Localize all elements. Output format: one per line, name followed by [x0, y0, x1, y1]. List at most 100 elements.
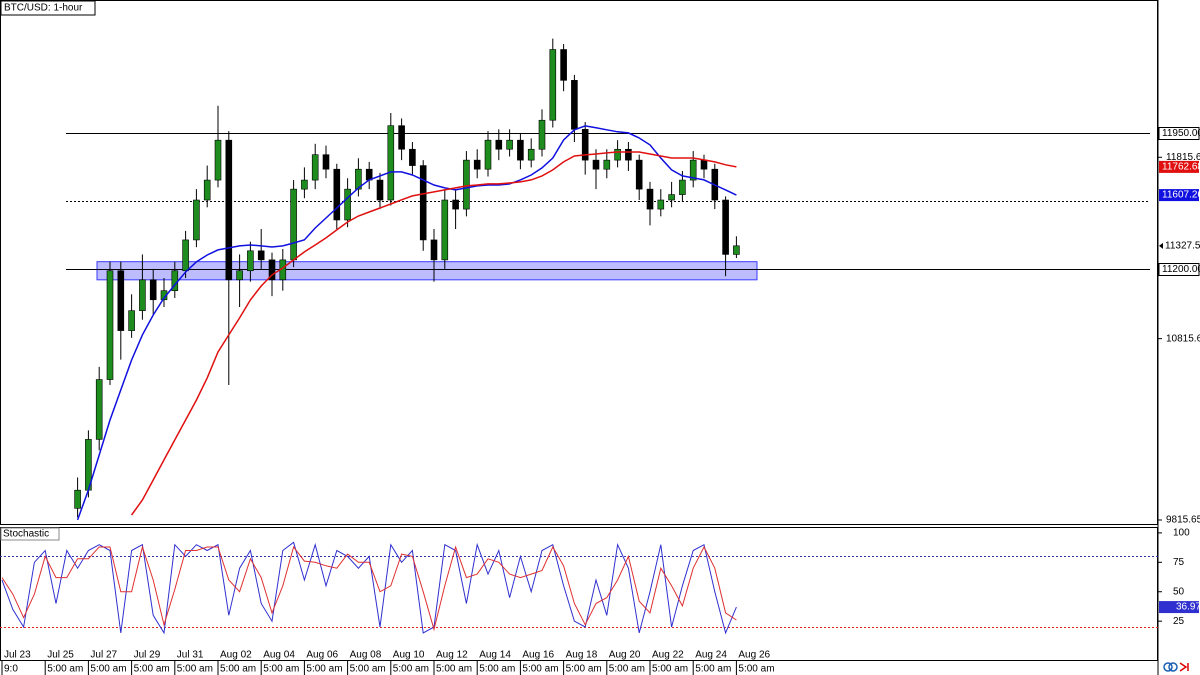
- x-tick-label: Aug 22: [652, 650, 684, 661]
- x-tick-time: 9:0: [4, 664, 18, 675]
- support-zone: [96, 261, 758, 281]
- candle-body: [193, 199, 200, 241]
- candle-body: [290, 188, 297, 261]
- candle-body: [625, 148, 632, 161]
- candle-body: [387, 125, 395, 201]
- candle-body: [657, 199, 665, 210]
- candle-body: [301, 179, 308, 190]
- x-tick-time: 5:00 am: [695, 664, 731, 675]
- candle-body: [95, 379, 103, 440]
- x-tick-label: Jul 31: [177, 650, 204, 661]
- x-tick-time: 5:00 am: [393, 664, 429, 675]
- x-tick-label: Aug 04: [263, 650, 295, 661]
- ma-label-box: [1159, 189, 1199, 202]
- x-tick-time: 5:00 am: [652, 664, 688, 675]
- candle-body: [376, 179, 384, 201]
- candle-body: [538, 119, 546, 150]
- candle-body: [247, 250, 254, 272]
- x-tick-label: Aug 08: [350, 650, 382, 661]
- candle-body: [398, 125, 405, 150]
- candle-body: [419, 165, 427, 241]
- candle-body: [614, 148, 621, 161]
- candle-body: [527, 148, 535, 161]
- x-tick-time: 5:00 am: [177, 664, 213, 675]
- candle-body: [268, 259, 276, 281]
- candle-body: [257, 250, 265, 261]
- moving-average: [76, 125, 737, 521]
- x-tick-time: 5:00 am: [90, 664, 126, 675]
- x-tick-time: 5:00 am: [350, 664, 386, 675]
- axes: 11950.00 11200.00 11607.26 11762.6811815.65…: [1, 127, 1200, 675]
- x-tick-time: 5:00 am: [263, 664, 299, 675]
- x-tick-label: Aug 10: [393, 650, 425, 661]
- x-tick-time: 5:00 am: [522, 664, 558, 675]
- candle-body: [236, 270, 243, 281]
- candle-body: [679, 179, 686, 195]
- x-tick-time: 5:00 am: [738, 664, 774, 675]
- x-tick-time: 5:00 am: [134, 664, 170, 675]
- x-tick-time: 5:00 am: [609, 664, 645, 675]
- indicator-title: Stochastic: [3, 529, 49, 540]
- candle-body: [311, 154, 319, 181]
- candle-body: [74, 489, 81, 509]
- candle-body: [139, 279, 146, 311]
- stochastic-line: [1, 541, 737, 635]
- candle-body: [322, 154, 330, 170]
- indicator-box: [0, 527, 60, 541]
- x-tick-label: Aug 06: [306, 650, 338, 661]
- ma-label: 11607.26: [1162, 190, 1200, 201]
- candle-body: [106, 270, 114, 380]
- candle-body: [225, 139, 233, 281]
- candle-body: [409, 148, 416, 166]
- candle-body: [549, 49, 557, 121]
- x-tick-label: Jul 25: [47, 650, 74, 661]
- candle-body: [733, 245, 740, 255]
- y-tick-label: 10815.65: [1166, 333, 1200, 344]
- candle-body: [203, 179, 211, 201]
- candle-body: [463, 159, 470, 210]
- stochastic-label-box: [1159, 601, 1199, 614]
- y-tick-label: 25: [1173, 616, 1185, 627]
- candle-body: [560, 49, 567, 81]
- x-tick-label: Aug 26: [738, 650, 770, 661]
- x-tick-label: Jul 23: [4, 650, 31, 661]
- x-tick-time: 5:00 am: [306, 664, 342, 675]
- x-tick-label: Aug 20: [609, 650, 641, 661]
- y-tick-label: 11815.65: [1166, 152, 1200, 163]
- y-tick-label: 100: [1173, 528, 1190, 539]
- y-tick-label: 75: [1173, 557, 1185, 568]
- candle-body: [517, 139, 524, 161]
- moving-average: [130, 151, 737, 516]
- x-tick-label: Aug 18: [566, 650, 598, 661]
- candle-body: [452, 199, 459, 210]
- y-tick-label: 9815.65: [1166, 515, 1200, 526]
- candle-body: [430, 239, 438, 261]
- candle-body: [344, 188, 351, 221]
- toolbar-icons[interactable]: [1163, 662, 1189, 672]
- candle-body: [689, 159, 697, 181]
- ma-label: 11762.68: [1162, 162, 1200, 173]
- y-tick-label: 50: [1173, 586, 1185, 597]
- price-label: 11200.00: [1162, 264, 1200, 275]
- main-plot: [66, 38, 1150, 521]
- chart-title: BTC/USD: 1-hour: [4, 3, 83, 14]
- candle-body: [506, 139, 513, 150]
- candle-body: [473, 159, 481, 170]
- x-tick-time: 5:00 am: [47, 664, 83, 675]
- candle-body: [441, 199, 449, 261]
- candle-body: [571, 80, 578, 130]
- candle-body: [333, 168, 341, 221]
- candle-body: [214, 139, 222, 181]
- x-tick-label: Aug 12: [436, 650, 468, 661]
- x-tick-label: Aug 14: [479, 650, 511, 661]
- candle-body: [117, 270, 125, 331]
- x-tick-label: Jul 27: [90, 650, 117, 661]
- candle-body: [722, 199, 729, 255]
- candle-body: [484, 139, 492, 170]
- x-tick-label: Aug 24: [695, 650, 727, 661]
- candle-body: [700, 159, 708, 170]
- candle-body: [128, 310, 135, 331]
- x-tick-time: 5:00 am: [479, 664, 515, 675]
- x-tick-time: 5:00 am: [220, 664, 256, 675]
